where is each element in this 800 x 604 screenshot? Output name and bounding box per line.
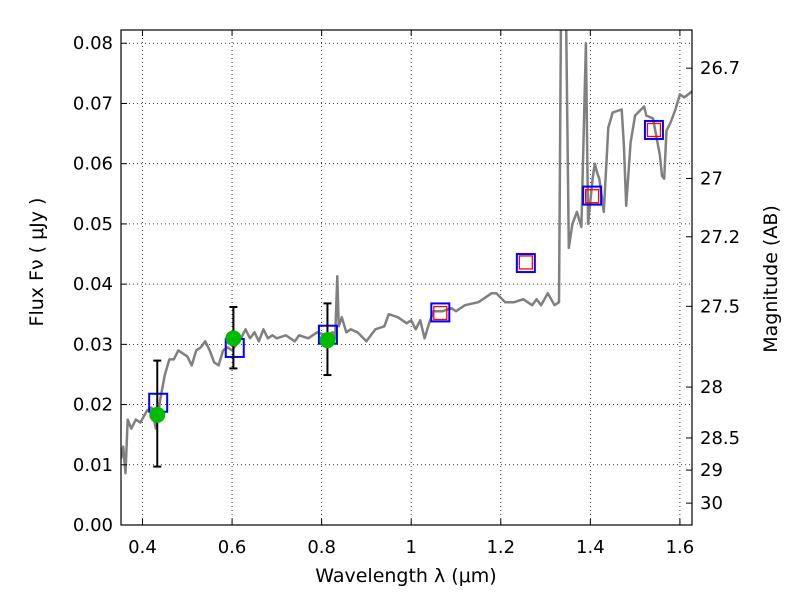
x-tick-label: 1.4 [576,537,605,558]
y2-tick-label: 27 [700,168,723,189]
x-tick-label: 0.4 [128,537,157,558]
y2-tick-label: 28 [700,377,723,398]
x-tick-label: 1.2 [486,537,515,558]
y-tick-label: 0.06 [73,154,113,175]
plot-frame [120,29,693,526]
x-tick-label: 0.8 [307,537,336,558]
y-tick-label: 0.07 [73,93,113,114]
ticks: 0.4 0.6 0.8 1 1.2 1.4 1.6 0.00 0.01 0.02 0.03 0.04 0… [73,30,740,558]
y-tick-label: 0.00 [73,515,113,536]
observed-point [319,332,336,349]
y2-tick-label: 29 [700,460,723,481]
model-photometry-square [643,119,664,140]
y-tick-label: 0.03 [73,334,113,355]
y2-axis-label: Magnitude (AB) [760,205,782,353]
y-tick-label: 0.02 [73,395,113,416]
model-photometry-square [515,253,536,274]
x-axis-label: Wavelength λ (μm) [315,565,496,587]
model-photometry-alt-square [518,255,534,270]
x-tick-label: 0.6 [218,537,247,558]
x-tick-label: 1 [405,537,416,558]
y2-tick-label: 27.5 [700,296,740,317]
y2-tick-label: 26.7 [700,58,740,79]
plot-marks [121,30,692,475]
model-photometry-alt-square [646,122,662,138]
y-tick-label: 0.05 [73,214,113,235]
observed-point [225,330,242,347]
grid [121,30,692,526]
model-photometry-alt-square [433,305,448,321]
spectrum-line [121,30,692,475]
y-tick-label: 0.04 [73,274,113,295]
y2-tick-label: 27.2 [700,227,740,248]
y-axis-label: Flux Fν ( μJy ) [26,198,48,327]
observed-point [149,406,166,423]
model-photometry-square [430,302,451,323]
y-tick-label: 0.01 [73,455,113,476]
y2-tick-label: 28.5 [700,428,740,449]
model-photometry-square [582,185,603,206]
model-photometry-alt-square [584,189,600,204]
x-tick-label: 1.6 [666,537,695,558]
y-tick-label: 0.08 [73,33,113,54]
y2-tick-label: 30 [700,493,723,514]
